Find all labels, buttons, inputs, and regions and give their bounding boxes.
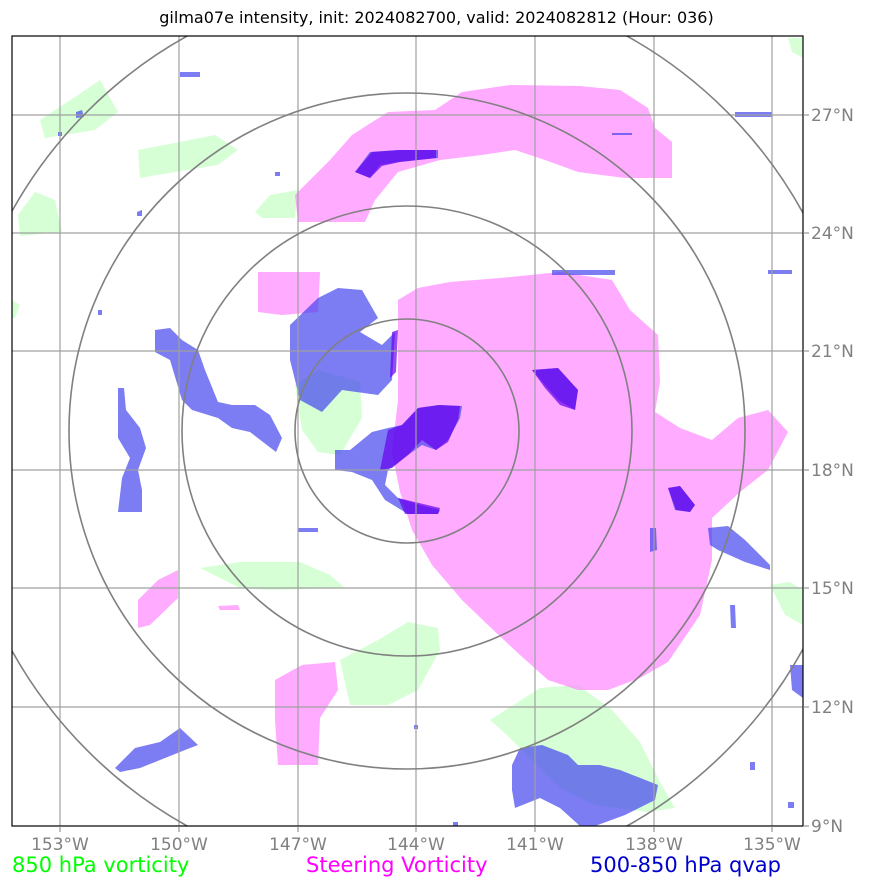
- y-tick-label: 18°N: [811, 461, 854, 481]
- x-tick-label: 153°W: [31, 835, 89, 855]
- x-axis-labels: 153°W 150°W 147°W 144°W 141°W 138°W 135°…: [31, 835, 801, 855]
- x-tick-label: 141°W: [506, 835, 564, 855]
- x-tick-label: 150°W: [150, 835, 208, 855]
- legend-steering-vorticity: Steering Vorticity: [306, 853, 488, 877]
- y-axis-labels: 27°N 24°N 21°N 18°N 15°N 12°N 9°N: [811, 106, 854, 837]
- x-tick-label: 138°W: [625, 835, 683, 855]
- y-axis-ticks: [803, 114, 809, 827]
- range-rings: [12, 36, 803, 826]
- map-title: gilma07e intensity, init: 2024082700, va…: [159, 8, 714, 27]
- y-tick-label: 24°N: [811, 224, 854, 244]
- legend-850-vorticity: 850 hPa vorticity: [12, 853, 190, 877]
- map-gridlines: [12, 36, 803, 826]
- plot-frame: [11, 35, 804, 827]
- x-tick-label: 144°W: [387, 835, 445, 855]
- legend-qvap: 500-850 hPa qvap: [590, 853, 781, 877]
- y-tick-label: 12°N: [811, 698, 854, 718]
- y-tick-label: 21°N: [811, 342, 854, 362]
- y-tick-label: 27°N: [811, 106, 854, 126]
- y-tick-label: 9°N: [811, 817, 843, 837]
- steering-vorticity-layer: [138, 85, 788, 765]
- x-axis-ticks: [59, 826, 773, 832]
- x-tick-label: 135°W: [743, 835, 801, 855]
- y-tick-label: 15°N: [811, 579, 854, 599]
- x-tick-label: 147°W: [269, 835, 327, 855]
